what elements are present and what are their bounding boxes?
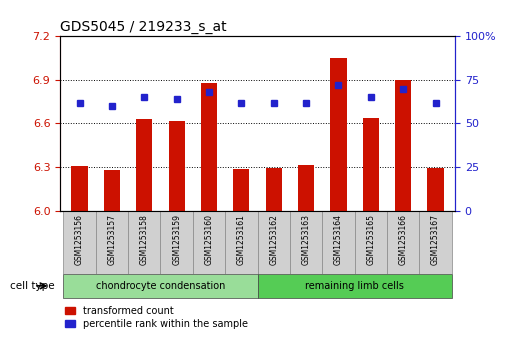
Text: chondrocyte condensation: chondrocyte condensation xyxy=(96,281,225,291)
Bar xyxy=(387,211,419,274)
Bar xyxy=(257,274,452,298)
Text: cell type: cell type xyxy=(10,281,55,291)
Bar xyxy=(96,211,128,274)
Bar xyxy=(355,211,387,274)
Bar xyxy=(427,168,444,211)
Bar xyxy=(63,211,96,274)
Legend: transformed count, percentile rank within the sample: transformed count, percentile rank withi… xyxy=(65,306,247,329)
Bar xyxy=(168,121,185,211)
Bar xyxy=(266,168,282,211)
Bar xyxy=(201,83,217,211)
Bar xyxy=(395,80,411,211)
Text: GSM1253167: GSM1253167 xyxy=(431,214,440,265)
Text: GSM1253157: GSM1253157 xyxy=(107,214,117,265)
Bar xyxy=(290,211,322,274)
Bar xyxy=(104,170,120,211)
Bar xyxy=(193,211,225,274)
Bar xyxy=(225,211,258,274)
Text: GSM1253166: GSM1253166 xyxy=(399,214,408,265)
Text: GSM1253160: GSM1253160 xyxy=(204,214,213,265)
Text: GDS5045 / 219233_s_at: GDS5045 / 219233_s_at xyxy=(60,20,227,34)
Bar xyxy=(63,274,258,298)
Bar xyxy=(128,211,161,274)
Bar xyxy=(419,211,452,274)
Bar xyxy=(233,169,249,211)
Bar xyxy=(322,211,355,274)
Text: GSM1253164: GSM1253164 xyxy=(334,214,343,265)
Text: GSM1253159: GSM1253159 xyxy=(172,214,181,265)
Bar xyxy=(331,58,347,211)
Bar xyxy=(161,211,193,274)
Bar xyxy=(363,118,379,211)
Text: remaining limb cells: remaining limb cells xyxy=(305,281,404,291)
Bar xyxy=(136,119,152,211)
Text: GSM1253165: GSM1253165 xyxy=(366,214,376,265)
Text: GSM1253161: GSM1253161 xyxy=(237,214,246,265)
Text: GSM1253162: GSM1253162 xyxy=(269,214,278,265)
Text: GSM1253156: GSM1253156 xyxy=(75,214,84,265)
Text: GSM1253163: GSM1253163 xyxy=(302,214,311,265)
Text: GSM1253158: GSM1253158 xyxy=(140,214,149,265)
Bar xyxy=(257,211,290,274)
Bar xyxy=(72,166,88,211)
Bar xyxy=(298,165,314,211)
